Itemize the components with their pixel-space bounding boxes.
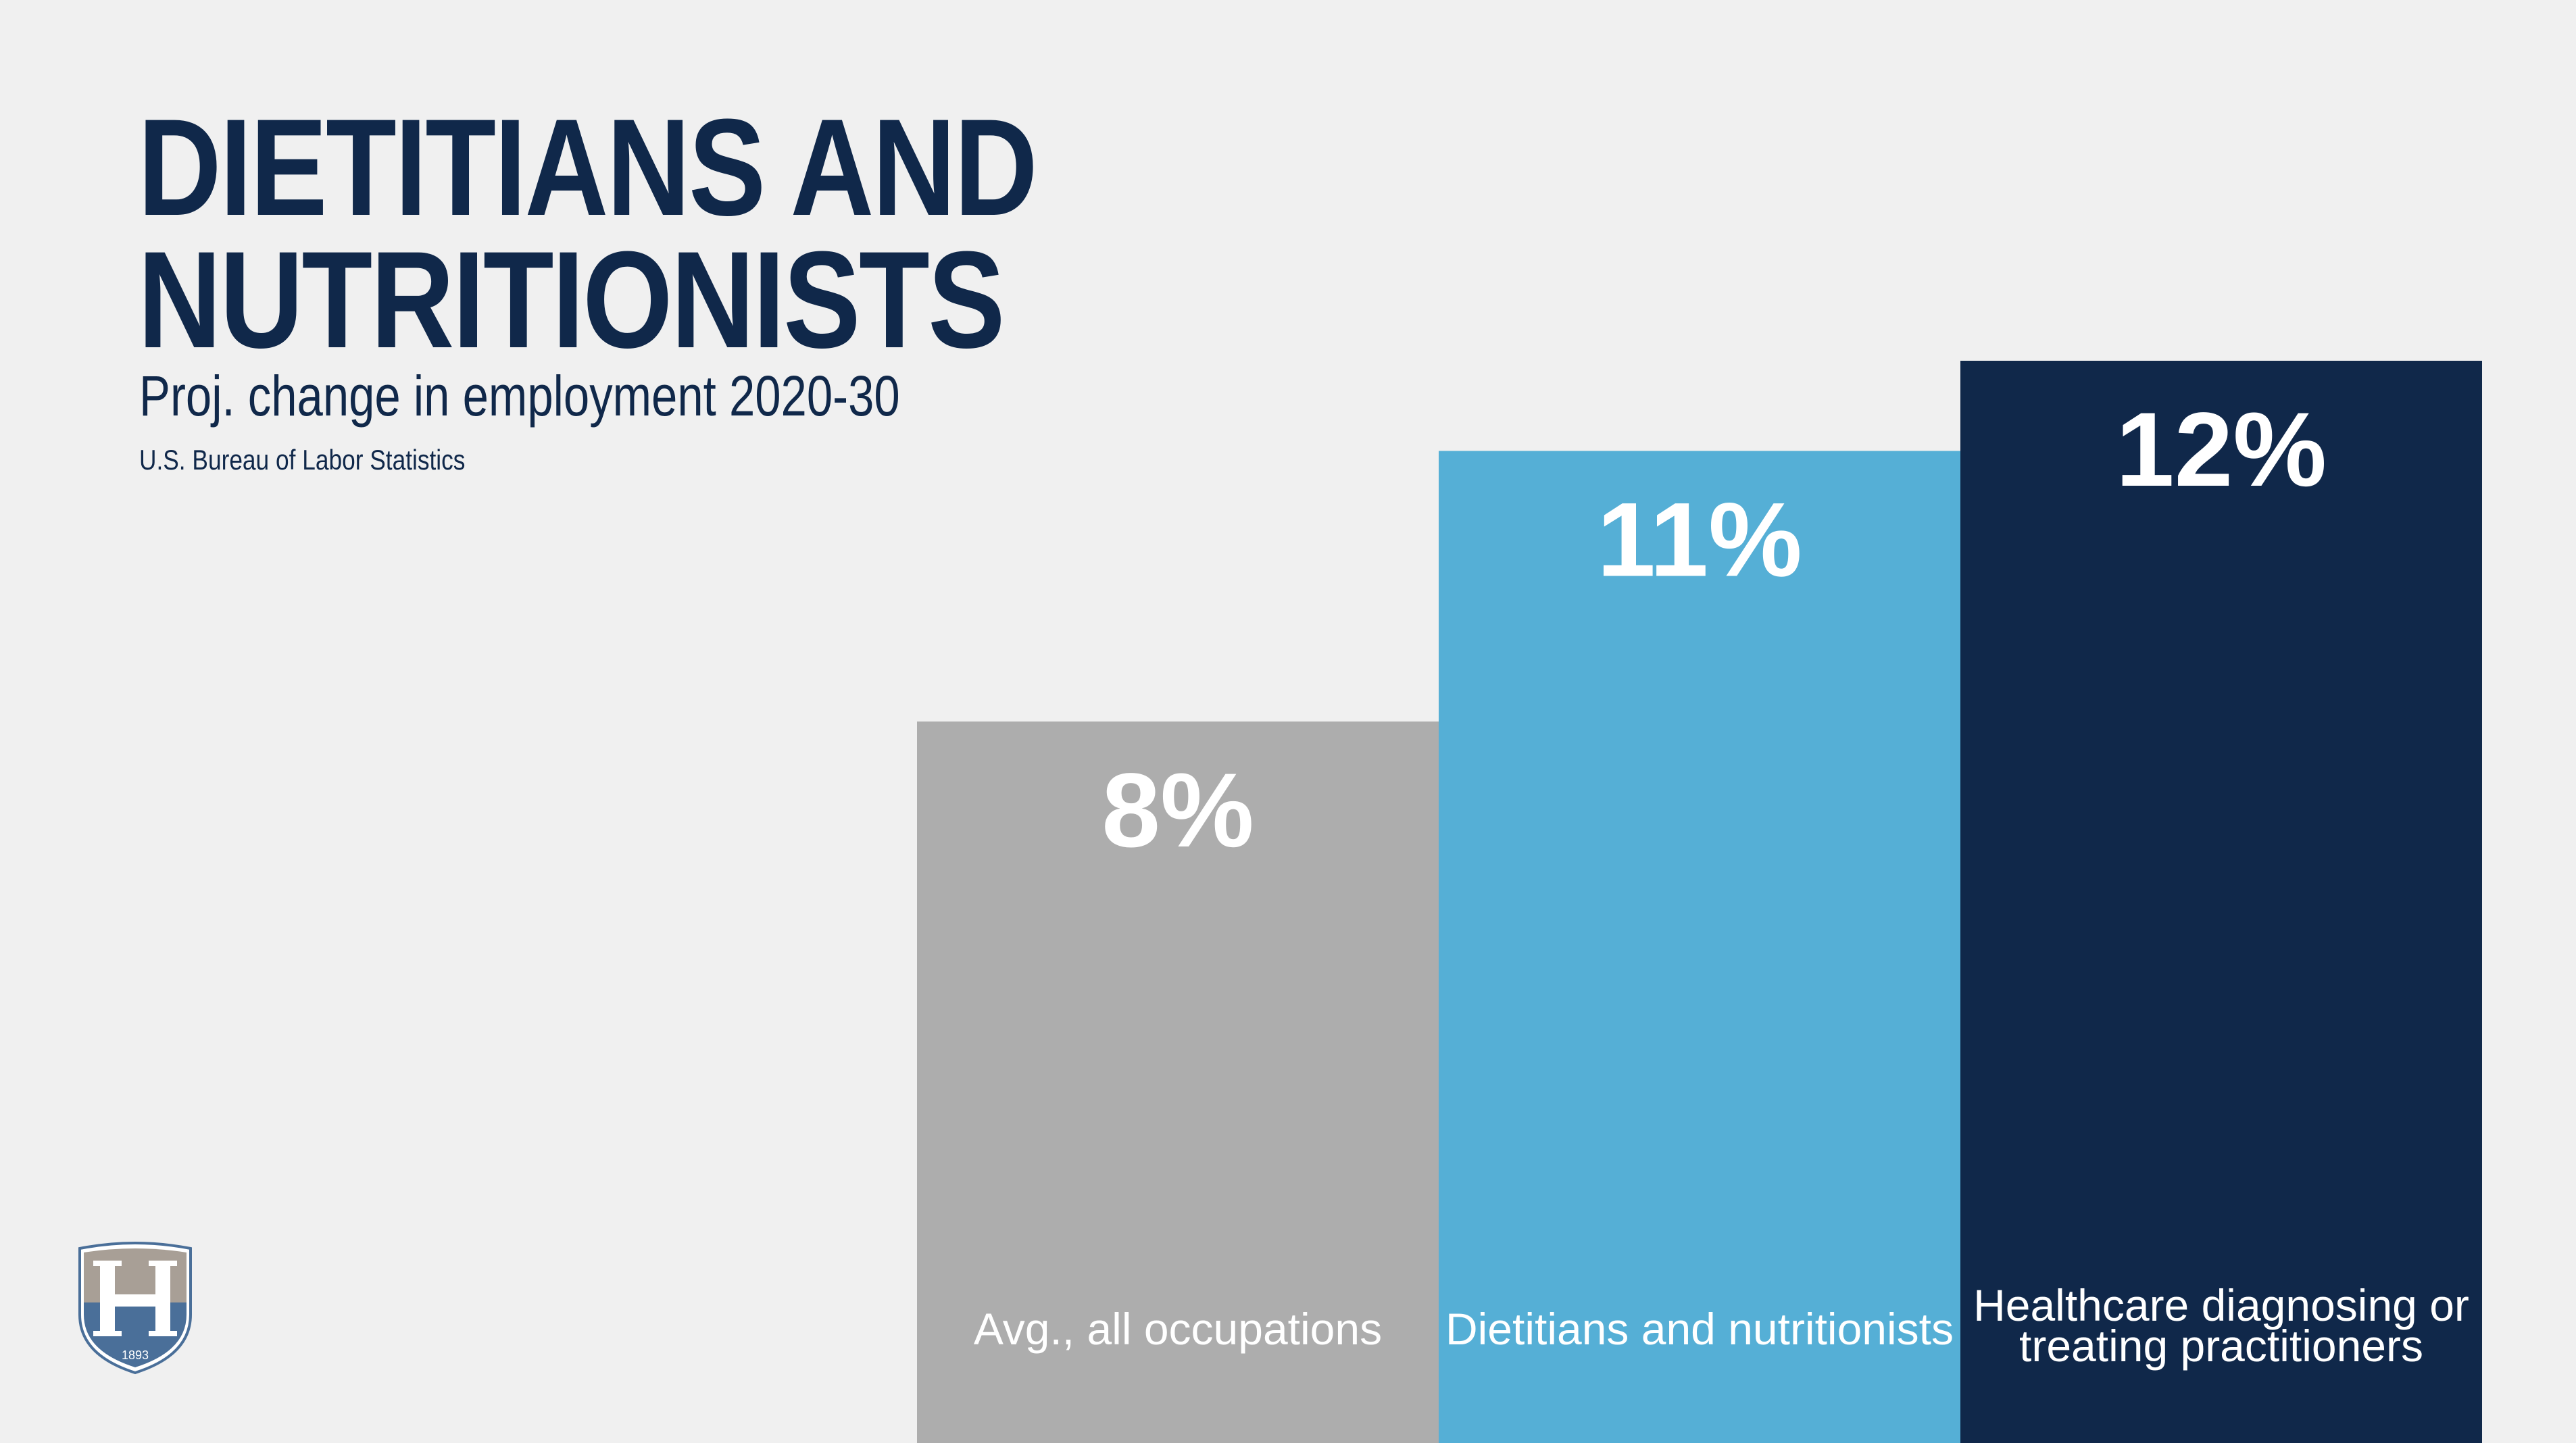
title-line-1: DIETITIANS AND: [138, 91, 1038, 245]
bar: [917, 722, 1439, 1443]
category-label: Dietitians and nutritionists: [1445, 1304, 1954, 1354]
category-label: Healthcare diagnosing or: [1973, 1280, 2469, 1330]
bar-value-label: 8%: [1101, 752, 1254, 869]
category-label: Avg., all occupations: [974, 1304, 1382, 1354]
chart-subtitle: Proj. change in employment 2020-30: [139, 364, 900, 428]
bar: [1439, 451, 1960, 1443]
bar-group: 8% Avg., all occupations: [917, 722, 1439, 1443]
bar: [1960, 361, 2482, 1443]
bar-value-label: 12%: [2116, 391, 2327, 509]
bar-value-label: 11%: [1597, 482, 1802, 599]
university-shield-logo: 1893: [78, 1242, 192, 1375]
source-note: U.S. Bureau of Labor Statistics: [139, 444, 466, 476]
bar-group: 11% Dietitians and nutritionists: [1439, 451, 1960, 1443]
title-line-2: NUTRITIONISTS: [138, 223, 1005, 377]
chart-title: DIETITIANS AND NUTRITIONISTS: [138, 99, 1038, 369]
logo-year: 1893: [122, 1348, 149, 1362]
category-label: treating practitioners: [2019, 1321, 2423, 1371]
